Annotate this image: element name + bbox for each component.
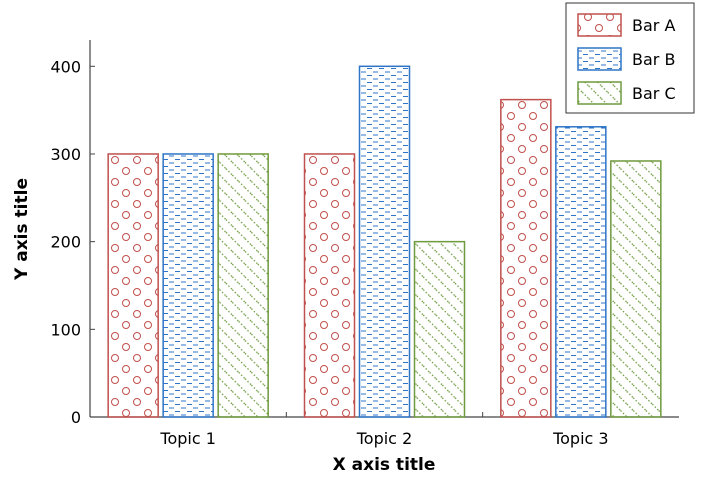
bars: [107, 65, 662, 418]
bar-bar-b-topic-3: [555, 126, 607, 418]
legend: Bar A Bar B Bar C: [565, 2, 695, 114]
bar-bar-c-topic-2: [413, 240, 466, 418]
legend-label: Bar A: [632, 16, 675, 35]
y-tick-label: 300: [50, 145, 81, 164]
legend-swatch: [577, 47, 622, 71]
y-tick-label: 400: [50, 57, 81, 76]
x-axis-title: X axis title: [333, 455, 436, 475]
x-tick-label: Topic 3: [552, 429, 609, 448]
y-tick-label: 100: [50, 320, 81, 339]
bar-bar-b-topic-1: [162, 153, 214, 418]
bar-bar-a-topic-2: [303, 153, 356, 418]
y-tick-label: 0: [71, 408, 81, 427]
x-tick-label: Topic 1: [159, 429, 216, 448]
x-tick-label: Topic 2: [356, 429, 413, 448]
bar-bar-c-topic-3: [610, 160, 662, 418]
legend-swatch: [577, 13, 622, 37]
y-tick-label: 200: [50, 233, 81, 252]
ticks: 0 100 200 300 400 Topic 1 Topic 2 Topic 3: [50, 57, 608, 448]
bar-bar-a-topic-1: [107, 153, 159, 418]
bar-bar-c-topic-1: [217, 153, 269, 418]
legend-swatch: [577, 81, 622, 105]
bar-bar-a-topic-3: [500, 98, 552, 418]
bar-bar-b-topic-2: [358, 65, 411, 418]
y-axis-title: Y axis title: [12, 178, 32, 281]
legend-label: Bar C: [632, 84, 676, 103]
legend-label: Bar B: [632, 50, 675, 69]
